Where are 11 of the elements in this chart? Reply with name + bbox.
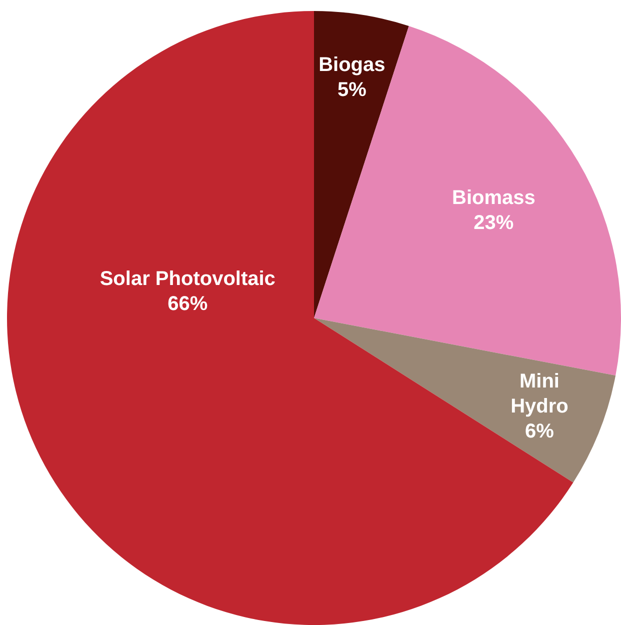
data-label: 23%: [474, 212, 514, 235]
pie-slice: [7, 11, 574, 625]
data-label: 66%: [168, 293, 208, 316]
data-label: 6%: [525, 420, 554, 443]
slice-label: Mini Hydro: [510, 370, 568, 418]
slice-label: Solar Photovoltaic: [100, 268, 276, 290]
data-label: 5%: [337, 79, 367, 102]
pie-slice: [314, 11, 409, 318]
slice-label: Biomass: [452, 188, 536, 210]
pie-slice: [314, 318, 616, 482]
slice-label: Biogas: [318, 54, 386, 76]
